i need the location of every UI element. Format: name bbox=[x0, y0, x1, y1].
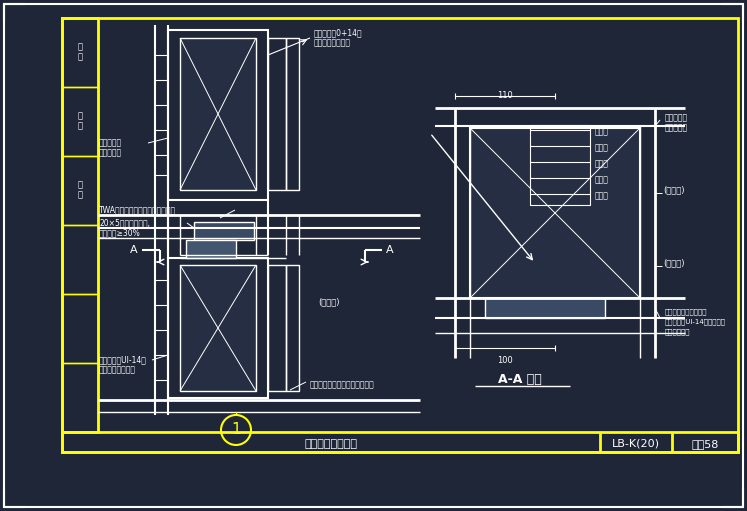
Bar bbox=[62, 156, 98, 225]
Bar bbox=[286, 265, 299, 391]
Text: 止水泡沫胶防水层: 止水泡沫胶防水层 bbox=[314, 38, 351, 47]
Bar bbox=[530, 125, 590, 205]
Bar bbox=[470, 128, 640, 298]
Bar bbox=[168, 258, 268, 398]
Text: 管缝弹性止水膏或聚酯胎止水层: 管缝弹性止水膏或聚酯胎止水层 bbox=[310, 380, 375, 389]
Text: 校
审: 校 审 bbox=[78, 180, 82, 200]
Bar bbox=[180, 265, 256, 391]
Text: 密封密封胶: 密封密封胶 bbox=[99, 148, 122, 157]
Text: 管窗节点防水构造: 管窗节点防水构造 bbox=[305, 439, 358, 449]
Text: 粘贴密封胶: 粘贴密封胶 bbox=[99, 138, 122, 147]
Text: (内窗台): (内窗台) bbox=[318, 297, 339, 307]
Text: 管缝弹性胶UI-14睡: 管缝弹性胶UI-14睡 bbox=[99, 355, 147, 364]
Bar bbox=[62, 18, 98, 432]
Text: TWA弹性防水涂料或聚酯胎止水层: TWA弹性防水涂料或聚酯胎止水层 bbox=[99, 205, 176, 214]
Text: LB-K(20): LB-K(20) bbox=[612, 439, 660, 449]
Text: 20×5泡沫圆棒止水,: 20×5泡沫圆棒止水, bbox=[99, 218, 150, 227]
Bar bbox=[485, 298, 605, 318]
Bar bbox=[62, 18, 738, 452]
Text: 区
划: 区 划 bbox=[78, 42, 82, 62]
Bar bbox=[62, 432, 738, 452]
Text: 110: 110 bbox=[497, 91, 513, 100]
Bar bbox=[62, 87, 98, 156]
Text: A: A bbox=[130, 245, 137, 255]
Bar bbox=[62, 18, 98, 87]
Bar bbox=[268, 265, 286, 391]
Text: A-A 剖面: A-A 剖面 bbox=[498, 373, 542, 386]
Bar bbox=[194, 222, 254, 240]
Bar bbox=[62, 225, 98, 294]
Text: (外窗台): (外窗台) bbox=[663, 185, 684, 195]
Text: 粘贴密封胶: 粘贴密封胶 bbox=[665, 113, 688, 122]
Text: 防水层: 防水层 bbox=[595, 159, 609, 169]
Text: 粘结层: 粘结层 bbox=[595, 144, 609, 152]
Bar bbox=[180, 38, 256, 190]
Text: 管缝弹性止水层及止水: 管缝弹性止水层及止水 bbox=[665, 308, 707, 315]
Text: 面饰物: 面饰物 bbox=[595, 128, 609, 136]
Text: 泡沫胶防水层: 泡沫胶防水层 bbox=[665, 328, 690, 335]
Text: 1: 1 bbox=[231, 423, 241, 437]
Bar bbox=[168, 30, 268, 200]
Text: 结构体: 结构体 bbox=[595, 192, 609, 200]
Bar bbox=[268, 38, 286, 190]
Text: 性止地特缺防水层: 性止地特缺防水层 bbox=[99, 365, 136, 374]
Text: 找平层: 找平层 bbox=[595, 175, 609, 184]
Bar bbox=[186, 240, 236, 258]
Text: 100: 100 bbox=[497, 356, 513, 365]
Bar bbox=[286, 38, 299, 190]
Text: 管缝弹性胶0+14睡: 管缝弹性胶0+14睡 bbox=[314, 28, 362, 37]
Text: 设
计: 设 计 bbox=[78, 111, 82, 131]
Bar bbox=[62, 363, 98, 432]
Text: (内窗台): (内窗台) bbox=[663, 259, 684, 267]
Text: 页号58: 页号58 bbox=[691, 439, 719, 449]
Text: 背衬厚度≥30%: 背衬厚度≥30% bbox=[99, 228, 140, 237]
Text: A: A bbox=[386, 245, 394, 255]
Text: 密封密封胶: 密封密封胶 bbox=[665, 123, 688, 132]
Text: 管缝弹性胶UI-14睡了防止水: 管缝弹性胶UI-14睡了防止水 bbox=[665, 318, 726, 324]
Bar bbox=[62, 294, 98, 363]
